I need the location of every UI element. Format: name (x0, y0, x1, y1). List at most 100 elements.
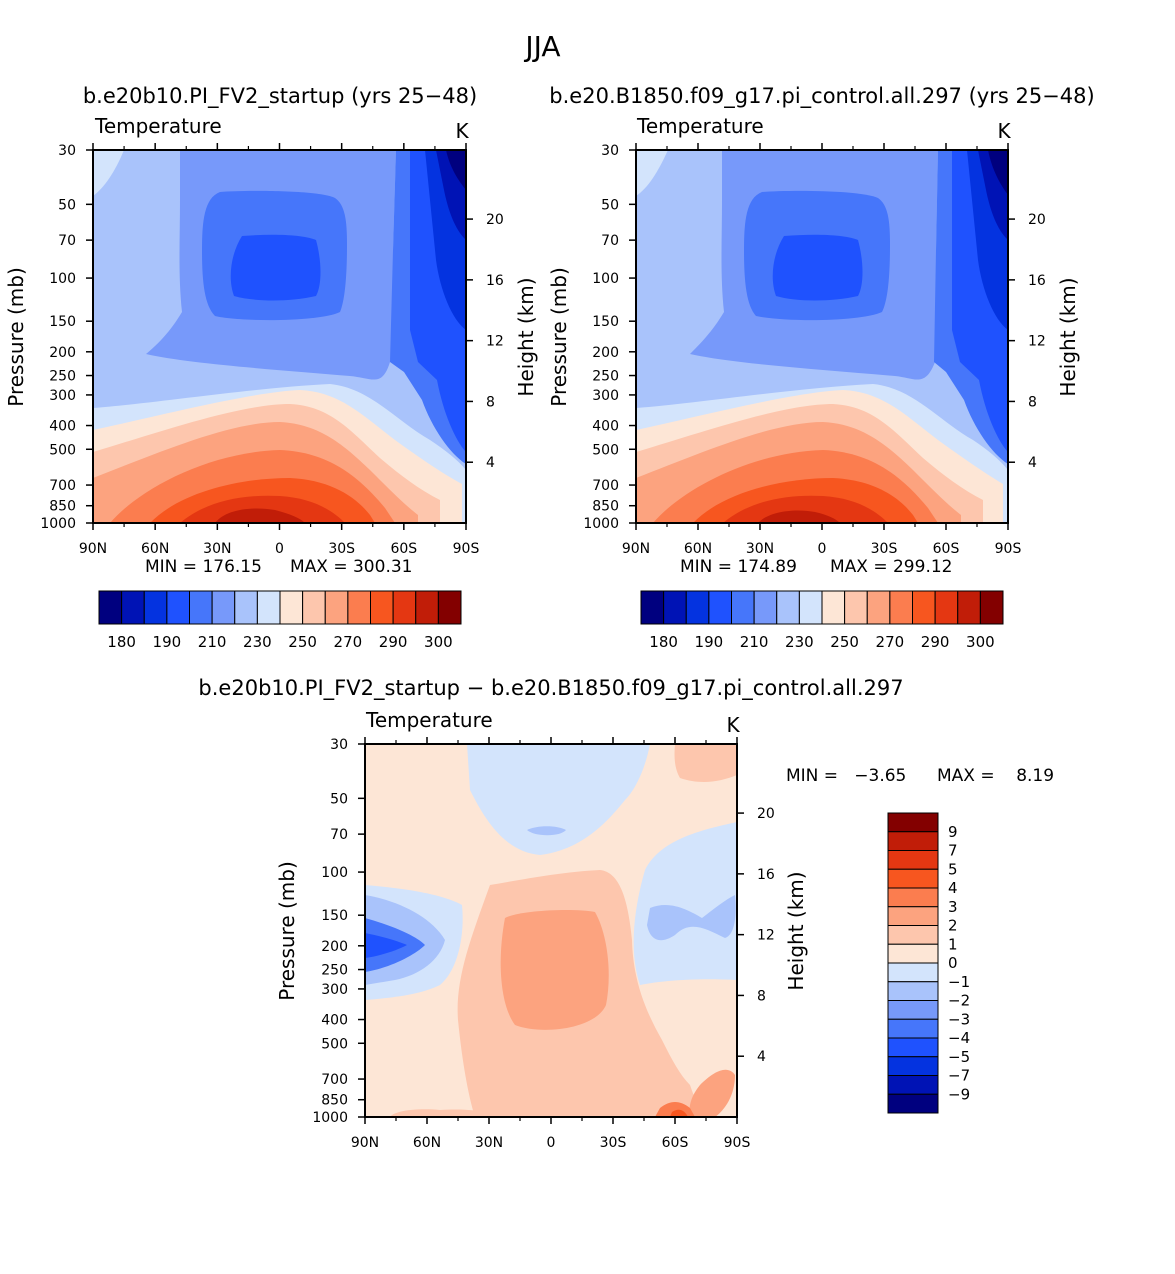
colorbar-label: 290 (921, 633, 950, 651)
y-tick-label: 400 (592, 419, 619, 435)
colorbar-label: 270 (876, 633, 905, 651)
colorbar-label: 300 (966, 633, 995, 651)
colorbar-box (121, 590, 145, 625)
y-tick-label: 50 (601, 197, 619, 213)
y-tick-label: 1000 (312, 1110, 348, 1126)
colorbar-box (98, 590, 123, 625)
panel2-band-200 (772, 234, 863, 301)
x-tick-label: 90N (79, 541, 107, 557)
colorbar-box (887, 943, 939, 964)
panel3-contours (365, 744, 737, 1117)
panel1-band-pole-180 (446, 150, 466, 190)
panel3-band-pos1-bottom (390, 1109, 500, 1117)
colorbar-box (211, 590, 236, 625)
y-tick-label: 250 (592, 369, 619, 385)
colorbar-box (189, 590, 213, 625)
y-tick-label: 30 (330, 737, 348, 753)
colorbar-label: 230 (243, 633, 272, 651)
colorbar-box (887, 1093, 939, 1114)
y-tick-label: 50 (330, 791, 348, 807)
panel1-max-label: MAX = 300.31 (290, 557, 412, 577)
colorbar-box (934, 590, 959, 625)
x-tick-label: 60N (141, 541, 169, 557)
colorbar-label: 210 (740, 633, 769, 651)
colorbar-box (392, 590, 417, 625)
colorbar-box (640, 590, 665, 625)
height-tick-label: 20 (486, 212, 504, 228)
panel2-contours (636, 150, 1008, 523)
colorbar-box (256, 590, 281, 625)
colorbar-box (887, 925, 939, 945)
panel2-band-240 (636, 150, 668, 196)
x-tick-label: 30N (746, 541, 774, 557)
y-tick-label: 100 (321, 865, 348, 881)
x-tick-label: 0 (547, 1135, 556, 1151)
colorbar-label: 290 (379, 633, 408, 651)
y-tick-label: 500 (592, 442, 619, 458)
y-tick-label: 30 (58, 143, 76, 159)
colorbar-label: 9 (948, 823, 958, 841)
y-tick-label: 200 (49, 345, 76, 361)
panel1-band-300 (215, 508, 305, 523)
panel-model2: b.e20.B1850.f09_g17.pi_control.all.297 (… (547, 84, 1095, 651)
x-tick-label: 90N (622, 541, 650, 557)
y-tick-label: 850 (321, 1093, 348, 1109)
y-tick-label: 200 (592, 345, 619, 361)
y-tick-label: 500 (321, 1036, 348, 1052)
y-tick-label: 400 (321, 1013, 348, 1029)
y-tick-label: 850 (49, 499, 76, 515)
colorbar-box (166, 590, 190, 625)
colorbar-box (887, 1037, 939, 1058)
panel-difference: b.e20b10.PI_FV2_startup − b.e20.B1850.f0… (198, 676, 1054, 1151)
y-tick-label: 700 (592, 478, 619, 494)
y-tick-label: 70 (330, 827, 348, 843)
y-tick-label: 100 (49, 271, 76, 287)
panel1-contours (93, 150, 466, 523)
colorbar-box (887, 850, 939, 870)
panel2-band-pole-180 (988, 150, 1008, 195)
colorbar-label: 3 (948, 898, 958, 916)
height-tick-label: 4 (1028, 455, 1037, 471)
colorbar-box (437, 590, 462, 625)
panel1-axes: 305070100150200250300400500700850100090N… (40, 143, 504, 557)
colorbar-box (887, 1056, 939, 1076)
y-tick-label: 300 (321, 982, 348, 998)
colorbar-box (866, 590, 891, 625)
x-tick-label: 30S (328, 541, 355, 557)
panel2-ylabel-right: Height (km) (1056, 277, 1080, 396)
y-tick-label: 150 (321, 908, 348, 924)
panel3-min-label: MIN = −3.65 (786, 766, 906, 786)
colorbar-label: 250 (830, 633, 859, 651)
colorbar-box (887, 812, 939, 833)
colorbar-box (415, 590, 439, 625)
panel3-band-neg1-right (633, 822, 737, 985)
x-tick-label: 0 (818, 541, 827, 557)
panel2-units-label: K (997, 119, 1011, 143)
colorbar-box (844, 590, 868, 625)
y-tick-label: 700 (49, 478, 76, 494)
colorbar-label: 180 (649, 633, 678, 651)
colorbar-box (887, 831, 939, 851)
panel3-ylabel-right: Height (km) (784, 871, 808, 990)
height-tick-label: 16 (757, 867, 775, 883)
colorbar-label: 7 (948, 842, 958, 860)
height-tick-label: 20 (757, 806, 775, 822)
colorbar-label: 230 (785, 633, 814, 651)
x-tick-label: 90S (453, 541, 480, 557)
y-tick-label: 250 (49, 369, 76, 385)
x-tick-label: 90N (351, 1135, 379, 1151)
y-tick-label: 30 (601, 143, 619, 159)
y-tick-label: 1000 (583, 516, 619, 532)
panel3-variable-label: Temperature (365, 708, 493, 732)
height-tick-label: 16 (486, 273, 504, 289)
y-tick-label: 150 (592, 314, 619, 330)
panel-model1: b.e20b10.PI_FV2_startup (yrs 25−48) Temp… (4, 84, 538, 651)
colorbar-label: 270 (334, 633, 363, 651)
panel3-band-pos2-br (689, 1069, 735, 1117)
height-tick-label: 8 (757, 988, 766, 1004)
x-tick-label: 30N (203, 541, 231, 557)
y-tick-label: 400 (49, 419, 76, 435)
panel1-ylabel-right: Height (km) (514, 277, 538, 396)
colorbar-box (302, 590, 326, 625)
